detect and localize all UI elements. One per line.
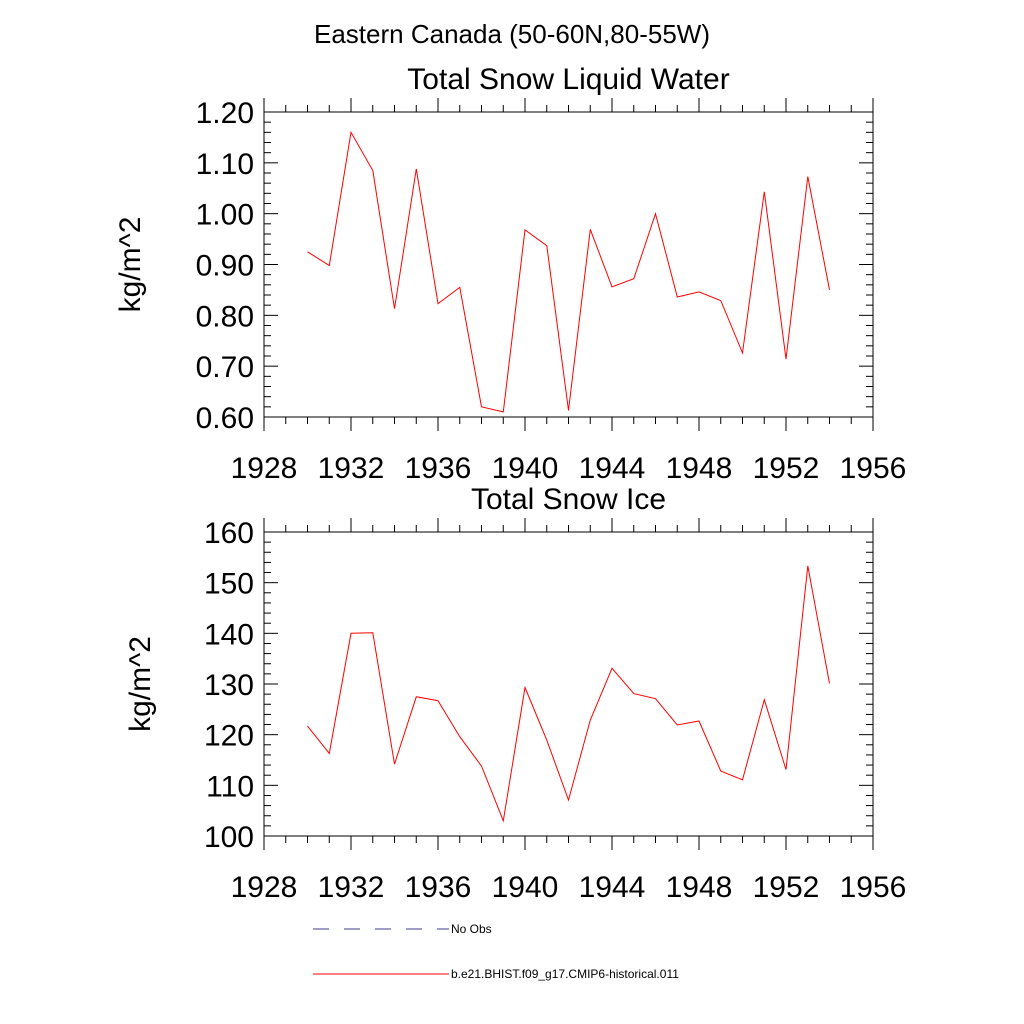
legend-entry: No Obs	[313, 922, 492, 936]
x-tick-label: 1944	[579, 871, 646, 904]
chart-title: Total Snow Liquid Water	[407, 63, 729, 96]
legend: No Obs b.e21.BHIST.f09_g17.CMIP6-historic…	[313, 922, 679, 981]
chart-panel-2: Total Snow Ice kg/m^2 1928 1932 1936 1940 1944…	[124, 483, 906, 904]
x-tick-label: 1948	[666, 452, 733, 485]
y-tick-label: 0.80	[196, 300, 254, 333]
x-tick-label: 1952	[753, 452, 820, 485]
y-tick-label: 120	[204, 720, 254, 753]
plot-frame	[263, 111, 874, 418]
x-tick-label: 1928	[231, 871, 298, 904]
series-line	[307, 130, 830, 413]
x-tick-label: 1940	[492, 452, 559, 485]
series-line	[307, 565, 830, 823]
y-tick-label: 0.90	[196, 250, 254, 283]
x-tick-label: 1944	[579, 452, 646, 485]
y-tick-label: 160	[204, 517, 254, 550]
y-tick-label: 110	[206, 770, 254, 803]
plot-frame	[263, 531, 874, 837]
y-tick-label: 1.00	[196, 199, 254, 232]
legend-label: b.e21.BHIST.f09_g17.CMIP6-historical.011	[451, 967, 679, 981]
legend-entry: b.e21.BHIST.f09_g17.CMIP6-historical.011	[313, 967, 679, 981]
x-tick-label: 1948	[666, 871, 733, 904]
y-tick-label: 0.70	[196, 351, 254, 384]
y-tick-label: 1.20	[196, 97, 254, 130]
y-tick-label: 1.10	[196, 148, 254, 181]
y-tick-label: 130	[204, 669, 254, 702]
y-tick-label: 100	[204, 821, 254, 854]
chart-title: Total Snow Ice	[471, 483, 666, 516]
x-tick-label: 1932	[318, 871, 385, 904]
y-tick-label: 0.60	[196, 402, 254, 435]
figure-suptitle: Eastern Canada (50-60N,80-55W)	[314, 19, 710, 49]
y-axis-label: kg/m^2	[124, 636, 157, 732]
x-tick-label: 1936	[405, 452, 472, 485]
chart-panel-1: Total Snow Liquid Water kg/m^2 1928 1932 193…	[114, 63, 906, 485]
x-tick-label: 1932	[318, 452, 385, 485]
legend-label: No Obs	[451, 922, 492, 936]
y-axis-label: kg/m^2	[114, 217, 147, 313]
x-tick-label: 1956	[840, 452, 907, 485]
x-tick-label: 1952	[753, 871, 820, 904]
y-tick-label: 140	[204, 618, 254, 651]
x-tick-label: 1956	[840, 871, 907, 904]
x-tick-label: 1940	[492, 871, 559, 904]
y-tick-label: 150	[204, 568, 254, 601]
x-tick-label: 1936	[405, 871, 472, 904]
x-tick-label: 1928	[231, 452, 298, 485]
chart-panels: Total Snow Liquid Water kg/m^2 1928 1932 193…	[114, 63, 906, 904]
